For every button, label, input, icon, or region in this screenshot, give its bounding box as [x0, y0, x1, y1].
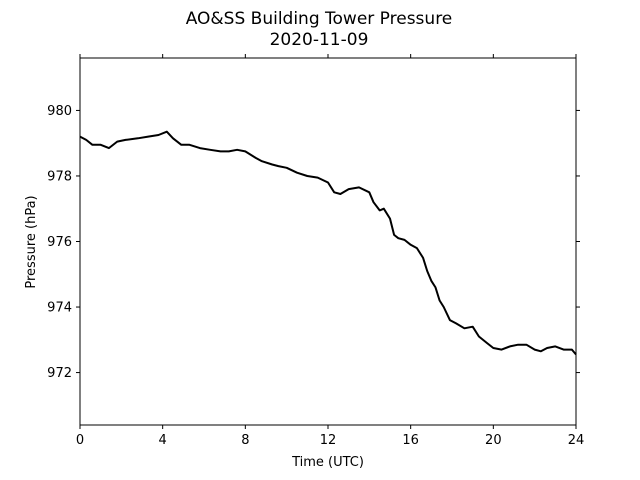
pressure-series-line [79, 130, 577, 356]
y-tick-label: 972 [47, 366, 72, 381]
x-tick-label: 0 [76, 433, 84, 448]
plot-area-frame [79, 57, 577, 426]
y-axis-ticks: 972 974 976 978 980 [47, 104, 580, 381]
x-tick-label: 4 [159, 433, 167, 448]
x-tick-label: 20 [485, 433, 502, 448]
y-tick-label: 974 [47, 301, 72, 316]
x-tick-label: 8 [241, 433, 249, 448]
y-axis-label: Pressure (hPa) [24, 195, 39, 288]
y-tick-label: 980 [47, 104, 72, 119]
x-axis-label: Time (UTC) [291, 455, 364, 470]
x-tick-label: 24 [568, 433, 585, 448]
chart-subtitle: 2020-11-09 [270, 30, 369, 50]
chart-title: AO&SS Building Tower Pressure [186, 9, 453, 29]
y-tick-label: 976 [47, 235, 72, 250]
y-tick-label: 978 [47, 169, 72, 184]
x-tick-label: 12 [320, 433, 337, 448]
x-axis-ticks: 0 4 8 12 16 20 24 [76, 54, 584, 448]
x-tick-label: 16 [402, 433, 419, 448]
